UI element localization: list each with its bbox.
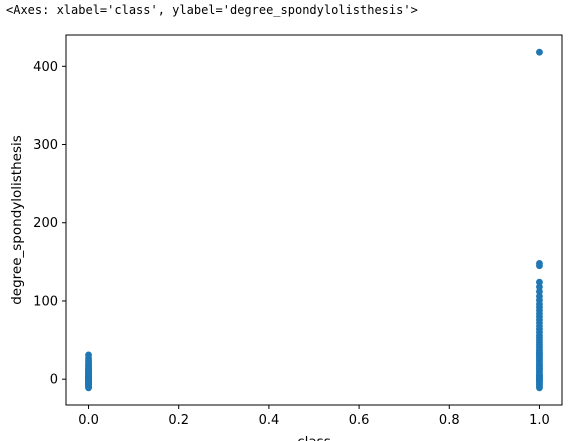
x-tick-label: 0.4 <box>259 413 280 428</box>
x-axis-label: class <box>297 434 331 441</box>
plot-frame <box>65 34 563 406</box>
x-tick-label: 0.2 <box>168 413 189 428</box>
data-point <box>536 262 543 270</box>
data-point <box>536 48 543 56</box>
data-point <box>536 384 543 392</box>
data-point <box>536 283 543 291</box>
y-axis-label: degree_spondylolisthesis <box>9 135 25 305</box>
y-tick-label: 400 <box>33 60 58 75</box>
data-point <box>536 278 543 286</box>
y-axis-ticks: 0 100 200 300 400 <box>33 60 66 388</box>
y-tick-label: 100 <box>33 294 58 309</box>
y-tick-label: 0 <box>50 373 58 388</box>
data-points <box>85 48 543 392</box>
data-point <box>536 288 543 295</box>
y-tick-label: 300 <box>33 138 58 153</box>
y-tick-label: 200 <box>33 216 58 231</box>
x-tick-label: 0.0 <box>78 413 99 428</box>
data-point <box>85 384 92 392</box>
x-tick-label: 0.6 <box>349 413 370 428</box>
x-tick-label: 1.0 <box>529 413 550 428</box>
x-axis-ticks: 0.0 0.2 0.4 0.6 0.8 1.0 <box>78 405 550 428</box>
x-tick-label: 0.8 <box>439 413 460 428</box>
axes-repr-text: <Axes: xlabel='class', ylabel='degree_sp… <box>6 3 418 17</box>
